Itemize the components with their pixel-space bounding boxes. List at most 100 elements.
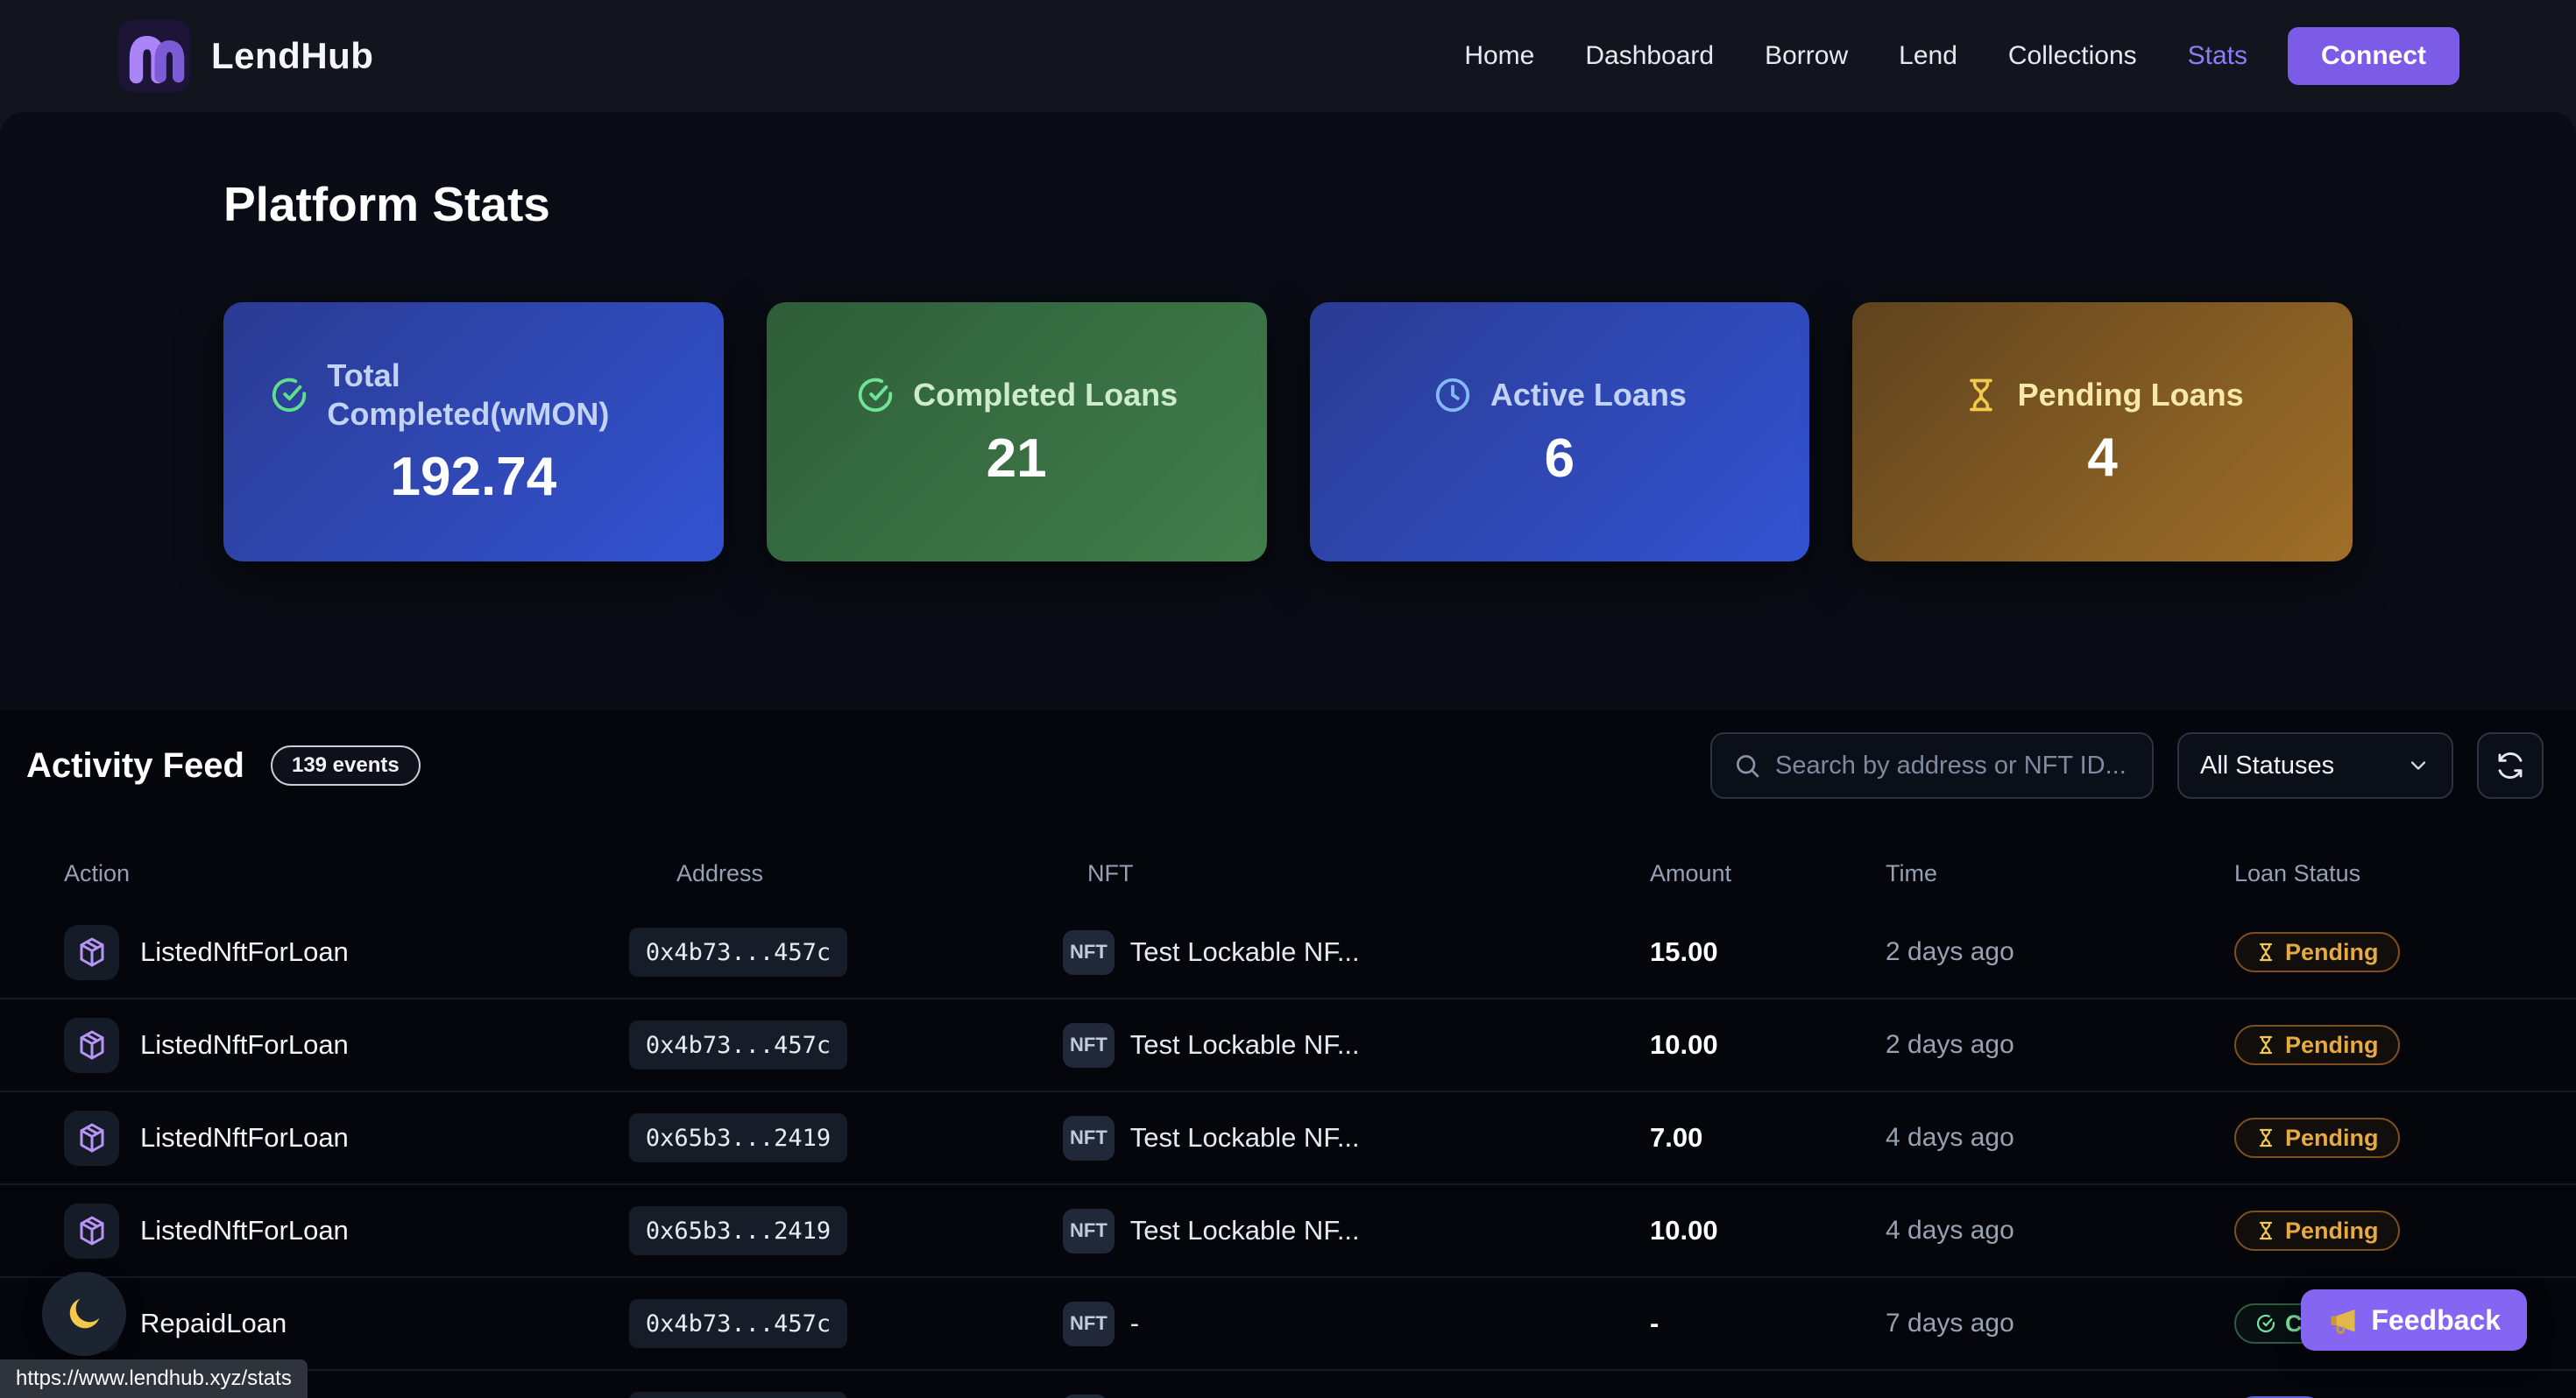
connect-wallet-button[interactable]: Connect <box>2288 27 2459 85</box>
package-icon <box>64 1110 119 1166</box>
nft-badge: NFT <box>1063 1208 1115 1253</box>
hourglass-icon <box>2259 1221 2273 1240</box>
stat-card-completed-loans: Completed Loans 21 <box>766 302 1267 561</box>
status-badge: Pending <box>2234 1025 2400 1065</box>
main-content: Platform Stats Total Completed(wMON) 192… <box>0 112 2576 1398</box>
time-value: 2 days ago <box>1886 1030 2014 1059</box>
search-icon <box>1737 755 1759 778</box>
status-filter-select[interactable]: All Statuses <box>2177 732 2453 799</box>
stat-card-label: Pending Loans <box>2017 376 2244 413</box>
nft-badge: NFT <box>1063 1022 1115 1068</box>
address-chip[interactable]: 0x65b3...2419 <box>629 1206 847 1255</box>
stat-card-label: Total Completed(wMON) <box>327 357 610 432</box>
search-box[interactable] <box>1710 732 2154 799</box>
activity-feed-title: Activity Feed <box>26 745 244 785</box>
refresh-button[interactable] <box>2477 732 2544 799</box>
column-header-amount: Amount <box>1650 859 1732 886</box>
status-bar-url: https://www.lendhub.xyz/stats <box>0 1359 308 1398</box>
stat-card-label: Completed Loans <box>913 376 1178 413</box>
package-icon <box>64 924 119 980</box>
stat-card-active-loans: Active Loans 6 <box>1309 302 1810 561</box>
feedback-button[interactable]: Feedback <box>2301 1289 2527 1351</box>
column-header-address: Address <box>676 859 764 886</box>
table-row: ListedNftForLoan 0x4b73...457c NFT Test … <box>0 907 2576 999</box>
lendhub-logo-icon <box>118 20 190 92</box>
theme-toggle-button[interactable] <box>42 1272 126 1356</box>
clock-icon <box>1435 378 1469 412</box>
activity-table: Action Address NFT Amount Time Loan Stat… <box>0 840 2576 1398</box>
search-input[interactable] <box>1775 751 2131 780</box>
nav-link-home[interactable]: Home <box>1464 41 1535 70</box>
nav-link-lend[interactable]: Lend <box>1899 41 1957 70</box>
feedback-label: Feedback <box>2371 1303 2501 1336</box>
check-circle-icon <box>2256 1314 2275 1333</box>
hourglass-icon <box>2259 943 2273 962</box>
column-header-time: Time <box>1886 859 1937 886</box>
megaphone-icon <box>2331 1310 2355 1334</box>
nft-name: Test Lockable NF... <box>1129 1122 1360 1153</box>
column-header-nft: NFT <box>1087 859 1134 886</box>
moon-icon <box>69 1298 100 1329</box>
address-chip[interactable] <box>629 1392 847 1398</box>
brand-name: LendHub <box>211 35 374 76</box>
package-icon <box>64 1203 119 1259</box>
event-action: ListedNftForLoan <box>140 1215 349 1246</box>
events-count-badge: 139 events <box>270 745 421 786</box>
event-action: ListedNftForLoan <box>140 1122 349 1153</box>
status-filter-value: All Statuses <box>2200 751 2335 780</box>
amount-value: 10.00 <box>1650 1215 1718 1246</box>
event-action: ListedNftForLoan <box>140 1029 349 1060</box>
hourglass-icon <box>2259 1035 2273 1055</box>
table-row: RepaidLoan 0x4b73...457c NFT - - 7 days … <box>0 1278 2576 1371</box>
time-value: 4 days ago <box>1886 1123 2014 1152</box>
table-row <box>0 1371 2576 1398</box>
stat-card-label: Active Loans <box>1490 376 1687 413</box>
table-header: Action Address NFT Amount Time Loan Stat… <box>0 840 2576 907</box>
nft-name: Test Lockable NF... <box>1129 936 1360 967</box>
check-circle-icon <box>272 378 307 412</box>
brand-logo-link[interactable]: LendHub <box>118 20 373 92</box>
hourglass-icon <box>2259 1128 2273 1147</box>
nav-links: Home Dashboard Borrow Lend Collections S… <box>1464 41 2247 71</box>
chevron-down-icon <box>2410 761 2426 770</box>
nft-name: Test Lockable NF... <box>1129 1215 1360 1246</box>
address-chip[interactable]: 0x65b3...2419 <box>629 1113 847 1162</box>
stat-cards: Total Completed(wMON) 192.74 Completed L… <box>223 302 2353 561</box>
stat-card-value: 21 <box>986 427 1047 489</box>
page-title: Platform Stats <box>223 177 550 231</box>
time-value: 4 days ago <box>1886 1216 2014 1245</box>
column-header-loan-status: Loan Status <box>2234 859 2361 886</box>
stat-card-pending-loans: Pending Loans 4 <box>1852 302 2353 561</box>
nft-badge: NFT <box>1063 1115 1115 1161</box>
address-chip[interactable]: 0x4b73...457c <box>629 1020 847 1070</box>
stat-card-value: 4 <box>2087 427 2118 488</box>
amount-value: 15.00 <box>1650 936 1718 967</box>
address-chip[interactable]: 0x4b73...457c <box>629 1299 847 1348</box>
status-badge: Pending <box>2234 1118 2400 1158</box>
nft-badge <box>1063 1394 1108 1398</box>
nav-link-borrow[interactable]: Borrow <box>1765 41 1849 70</box>
stat-card-value: 192.74 <box>390 446 557 507</box>
nav-link-collections[interactable]: Collections <box>2007 41 2137 70</box>
table-row: ListedNftForLoan 0x4b73...457c NFT Test … <box>0 999 2576 1092</box>
nav-link-dashboard[interactable]: Dashboard <box>1585 41 1715 70</box>
package-icon <box>64 1017 119 1073</box>
nft-badge: NFT <box>1063 1301 1115 1346</box>
amount-value: - <box>1650 1308 1660 1338</box>
hourglass-icon <box>1969 378 1992 411</box>
amount-value: 10.00 <box>1650 1029 1718 1060</box>
table-row: ListedNftForLoan 0x65b3...2419 NFT Test … <box>0 1185 2576 1278</box>
event-action: ListedNftForLoan <box>140 936 349 967</box>
time-value: 2 days ago <box>1886 937 2014 966</box>
activity-controls: All Statuses <box>1710 732 2544 799</box>
table-row: ListedNftForLoan 0x65b3...2419 NFT Test … <box>0 1092 2576 1185</box>
check-circle-icon <box>858 378 893 412</box>
status-badge: Pending <box>2234 1211 2400 1251</box>
stat-card-value: 6 <box>1544 427 1575 489</box>
navbar: LendHub Home Dashboard Borrow Lend Colle… <box>0 0 2576 112</box>
address-chip[interactable]: 0x4b73...457c <box>629 928 847 977</box>
nav-link-stats[interactable]: Stats <box>2187 41 2247 70</box>
nft-name: Test Lockable NF... <box>1129 1029 1360 1060</box>
column-header-action: Action <box>64 859 131 886</box>
